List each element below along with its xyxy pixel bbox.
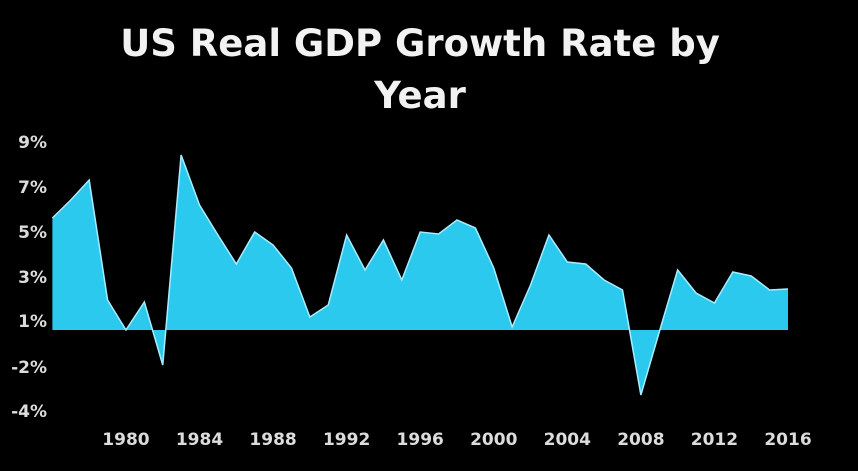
x-tick-label: 1992 [323, 430, 370, 450]
y-tick-label: 1% [18, 312, 47, 332]
x-tick-label: 2016 [764, 430, 811, 450]
x-tick-label: 2012 [691, 430, 738, 450]
x-tick-label: 2000 [470, 430, 517, 450]
y-tick-label: 3% [18, 268, 47, 288]
chart-title: US Real GDP Growth Rate by Year [120, 22, 720, 117]
x-tick-label: 1988 [249, 430, 296, 450]
area-edge [51, 154, 789, 396]
x-tick-label: 1980 [102, 430, 149, 450]
y-tick-label: 7% [18, 178, 47, 198]
y-tick-label: -2% [11, 358, 47, 378]
x-tick-label: 1996 [397, 430, 444, 450]
y-tick-label: 5% [18, 223, 47, 243]
x-tick-label: 2004 [544, 430, 591, 450]
x-tick-label: 2008 [617, 430, 664, 450]
y-tick-label: 9% [18, 133, 47, 153]
area [52, 155, 788, 395]
y-tick-label: -4% [11, 402, 47, 422]
x-tick-label: 1984 [176, 430, 223, 450]
